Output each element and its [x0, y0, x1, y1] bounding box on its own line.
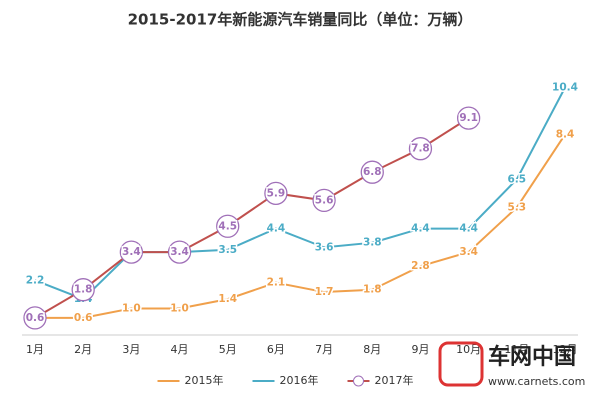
value-label: 3.4 [170, 246, 189, 258]
series-line [34, 117, 470, 319]
legend-marker [353, 375, 364, 387]
value-label: 6.8 [363, 166, 382, 178]
value-label: 4.5 [218, 220, 237, 232]
value-label: 1.0 [170, 303, 189, 315]
x-tick-label: 7月 [315, 343, 333, 356]
value-label: 2.8 [411, 260, 430, 272]
value-label: 0.6 [26, 312, 45, 324]
x-tick-label: 4月 [171, 343, 189, 356]
x-tick-label: 2月 [74, 343, 92, 356]
value-label: 1.8 [74, 284, 93, 296]
x-tick-label: 8月 [363, 343, 381, 356]
point-marker [216, 214, 240, 238]
watermark: 车网中国 www.carnets.com [438, 341, 585, 388]
point-marker [408, 137, 433, 161]
value-label: 3.4 [122, 246, 141, 258]
x-tick-label: 12月 [553, 343, 578, 356]
series-line [35, 134, 566, 319]
value-label: 9.1 [459, 112, 478, 124]
value-label: 4.4 [411, 223, 430, 235]
value-label: 5.9 [267, 187, 286, 199]
point-marker [119, 240, 144, 264]
value-label: 5.3 [508, 201, 527, 213]
value-label: 2.2 [26, 274, 45, 286]
x-tick-label: 11月 [504, 343, 529, 356]
x-tick-label: 5月 [219, 343, 237, 356]
value-label: 6.5 [508, 173, 527, 185]
point-marker [167, 240, 192, 264]
point-marker [312, 188, 336, 213]
value-label: 10.4 [552, 82, 578, 94]
value-label: 3.5 [218, 244, 237, 256]
value-label: 0.6 [74, 312, 93, 324]
value-label: 1.4 [218, 293, 237, 305]
chart-title: 2015-2017年新能源汽车销量同比（单位：万辆） [128, 11, 473, 29]
brand-url: www.carnets.com [488, 375, 585, 388]
legend-label: 2016年 [280, 373, 319, 387]
value-label: 4.4 [267, 223, 286, 235]
logo [438, 341, 484, 387]
x-tick-label: 1月 [26, 343, 44, 356]
legend-label: 2017年 [375, 373, 414, 387]
value-label: 1.8 [363, 284, 382, 296]
brand: 车网中国 [488, 344, 576, 370]
point-marker [360, 160, 384, 184]
value-label: 3.4 [459, 246, 478, 258]
value-label: 4.4 [459, 223, 478, 235]
x-tick-label: 6月 [267, 343, 285, 356]
value-label: 8.4 [556, 129, 575, 141]
point-marker [23, 306, 47, 330]
x-tick-label: 3月 [122, 343, 140, 356]
point-marker [456, 106, 481, 130]
value-label: 5.6 [315, 194, 334, 206]
value-label: 1.7 [315, 286, 334, 298]
legend-label: 2015年 [185, 373, 224, 387]
point-marker [264, 181, 288, 206]
value-label: 2.1 [267, 277, 286, 289]
value-label: 3.6 [315, 241, 334, 253]
point-marker [71, 278, 95, 302]
value-label: 3.8 [363, 237, 382, 249]
value-label: 1.0 [122, 303, 141, 315]
x-tick-label: 9月 [411, 343, 429, 356]
x-tick-label: 10月 [456, 343, 481, 356]
value-label: 7.8 [411, 143, 430, 155]
